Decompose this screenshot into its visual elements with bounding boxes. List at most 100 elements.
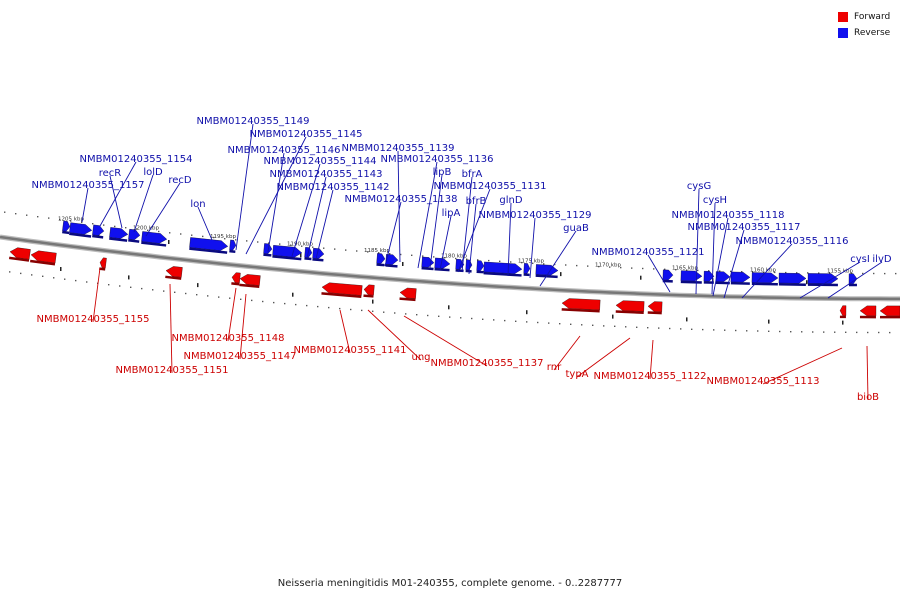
ruler-dot [158, 230, 160, 233]
forward-gene-arrow-shadow [321, 292, 362, 298]
reverse-gene-label-leader [81, 187, 89, 223]
reverse-gene-arrow-shadow [376, 263, 385, 267]
forward-gene-arrow-shadow [615, 310, 644, 314]
ruler-dot [664, 268, 666, 270]
reverse-gene-arrow-body [751, 272, 779, 284]
reverse-gene-arrow-body [109, 227, 129, 239]
ruler-dot [317, 305, 319, 308]
reverse-gene-arrow [69, 222, 93, 238]
reverse-gene-label: cysG [687, 181, 711, 192]
ruler-dot [20, 272, 22, 275]
ruler-dot [185, 292, 187, 295]
reverse-gene-arrow-shadow [69, 232, 92, 238]
reverse-gene-label: ilvD [872, 254, 891, 265]
ruler-dot [119, 285, 121, 287]
ruler-dot [400, 253, 402, 256]
ruler-dot [224, 238, 226, 240]
ruler-tick [372, 299, 374, 304]
reverse-gene-label: NMBM01240355_1136 [381, 154, 494, 165]
ruler-dot [779, 330, 781, 333]
ruler-dot [521, 261, 523, 264]
ruler-dot [180, 233, 182, 235]
forward-gene-arrow-body [239, 274, 261, 286]
forward-gene-arrow [399, 287, 417, 302]
reverse-gene-arrow-body [69, 222, 93, 235]
gene-labels: NMBM01240355_1157 NMBM01240355_1154 recR lo… [32, 116, 892, 403]
reverse-gene-arrow [263, 243, 273, 257]
reverse-gene-arrow-shadow [434, 267, 450, 272]
forward-gene-arrow [239, 274, 261, 289]
ruler-dot [680, 328, 682, 330]
reverse-gene-label-leader [197, 206, 213, 241]
ruler-dot [75, 279, 77, 282]
forward-gene-arrow-shadow [239, 283, 260, 289]
ruler-dot [675, 269, 677, 271]
legend-reverse-label: Reverse [854, 28, 891, 38]
ruler-dot [356, 250, 358, 252]
ruler-dot [163, 290, 165, 292]
forward-gene-label-leader [92, 267, 101, 323]
forward-gene-arrow-body [399, 287, 417, 299]
ruler-dot [625, 326, 627, 328]
ruler-dot [229, 297, 231, 299]
ruler-dot [823, 331, 825, 333]
reverse-gene-label-leader [711, 202, 716, 295]
reverse-gene-arrow-shadow [715, 281, 730, 285]
ruler-dot [427, 314, 429, 317]
reverse-gene-label-leader [267, 152, 285, 253]
ruler-dot [295, 303, 297, 306]
ruler-dot [273, 301, 275, 304]
ruler-dot [323, 247, 325, 249]
reverse-gene-arrow-shadow [703, 281, 714, 284]
forward-gene-arrow-body [879, 305, 900, 317]
ruler-dot [196, 294, 198, 296]
reverse-gene-arrow-shadow [189, 247, 228, 254]
forward-gene-label-leader [367, 309, 422, 361]
reverse-gene-arrow-body [730, 271, 751, 283]
ruler-dot [394, 312, 396, 314]
forward-gene-label: NMBM01240355_1137 [431, 358, 544, 369]
forward-gene-label: rnr [547, 362, 562, 373]
ruler-dot [141, 287, 143, 290]
forward-gene-label: NMBM01240355_1148 [172, 333, 285, 344]
legend-forward-swatch [838, 12, 848, 22]
forward-gene-label: NMBM01240355_1113 [707, 376, 820, 387]
reverse-gene-arrow-shadow [229, 249, 236, 253]
forward-gene-arrow [165, 266, 183, 280]
reverse-gene-label-leader [429, 174, 443, 269]
scale-tick-label: 1155 kbp [827, 269, 853, 275]
scale-tick-label: 1190 kbp [287, 241, 313, 247]
forward-gene-arrow-shadow [165, 275, 182, 280]
forward-gene-arrow [99, 257, 107, 271]
forward-gene-arrow-body [615, 300, 645, 312]
reverse-gene-label: recD [168, 175, 192, 186]
reverse-gene-arrow [476, 260, 485, 274]
reverse-gene-arrow-body [263, 243, 273, 254]
ruler-dot [686, 269, 688, 271]
reverse-gene-label-leader [529, 217, 536, 279]
forward-gene-arrow-shadow [859, 315, 876, 319]
ruler-dot [862, 272, 864, 275]
reverse-gene-label: NMBM01240355_1143 [270, 169, 383, 180]
reverse-gene-label: bfrB [466, 196, 487, 207]
reverse-gene-label-leader [417, 161, 438, 269]
ruler-tick [526, 310, 528, 315]
ruler-tick [612, 314, 614, 319]
ruler-dot [405, 313, 407, 315]
ruler-dot [609, 266, 611, 268]
ruler-dot [482, 318, 484, 320]
ruler-dot [449, 316, 451, 318]
forward-gene-label-leader [866, 345, 869, 401]
reverse-gene-arrow [680, 270, 703, 284]
forward-gene-label-leader [553, 335, 581, 371]
ruler-dot [807, 272, 809, 274]
reverse-gene-label-leader [235, 123, 254, 251]
ruler-dot [350, 308, 352, 311]
reverse-gene-label-leader [507, 202, 512, 277]
reverse-gene-label: lipA [442, 208, 461, 219]
reverse-gene-label-leader [468, 203, 477, 275]
ruler-dot [746, 330, 748, 332]
ruler-dot [251, 299, 253, 302]
reverse-gene-arrow-shadow [141, 241, 167, 247]
